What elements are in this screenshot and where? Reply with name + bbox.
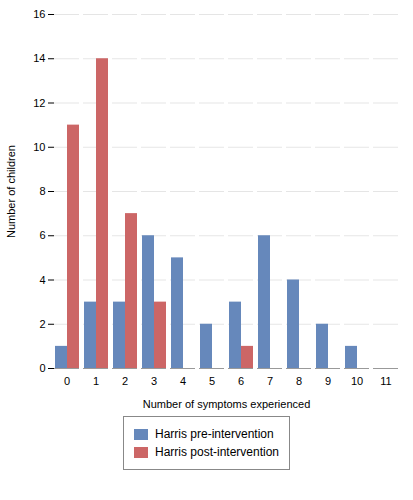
svg-text:7: 7: [267, 375, 273, 387]
svg-text:12: 12: [33, 97, 45, 109]
svg-text:8: 8: [296, 375, 302, 387]
html-text:Harris post-intervention: Harris post-intervention: [155, 445, 279, 459]
svg-text:8: 8: [39, 185, 45, 197]
svg-text:2: 2: [39, 318, 45, 330]
svg-text:4: 4: [180, 375, 186, 387]
svg-text:0: 0: [64, 375, 70, 387]
svg-text:5: 5: [209, 375, 215, 387]
svg-text:Number of children: Number of children: [5, 145, 17, 238]
svg-text:6: 6: [238, 375, 244, 387]
html-text:Harris pre-intervention: Harris pre-intervention: [155, 427, 274, 441]
svg-text:6: 6: [39, 229, 45, 241]
svg-text:14: 14: [33, 52, 45, 64]
svg-text:0: 0: [39, 362, 45, 374]
svg-text:Number of symptoms experienced: Number of symptoms experienced: [143, 398, 311, 410]
svg-text:10: 10: [33, 141, 45, 153]
svg-text:11: 11: [380, 375, 391, 387]
svg-text:16: 16: [33, 8, 45, 20]
svg-text:9: 9: [325, 375, 331, 387]
svg-text:3: 3: [151, 375, 157, 387]
svg-text:10: 10: [351, 375, 363, 387]
svg-text:1: 1: [93, 375, 99, 387]
svg-text:2: 2: [122, 375, 128, 387]
svg-text:4: 4: [39, 274, 45, 286]
